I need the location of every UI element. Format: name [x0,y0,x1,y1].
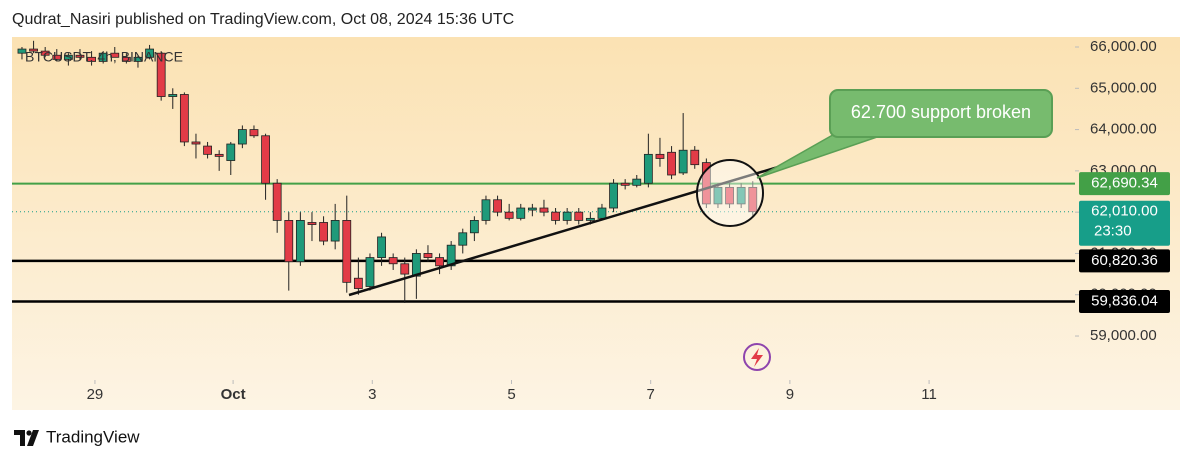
symbol-label: BTCUSDT, 4h, BINANCE [25,49,183,65]
candle-body [516,207,526,219]
y-tick-label: 66,000.00 [1090,38,1157,55]
candle-body [342,220,352,283]
candle-body [388,257,398,265]
candle-body [63,54,73,60]
lightning-icon [743,343,771,371]
footer-brand: TradingView [46,427,140,446]
candle-body [701,162,711,205]
candle-body [29,48,38,52]
x-tick-label: 5 [507,386,515,403]
candle-body [214,153,224,157]
level-tag [1079,249,1170,273]
level-tag-label: 62,690.34 [1091,175,1158,192]
candle-body [597,207,607,219]
candle-body [272,182,282,221]
countdown-label: 23:30 [1094,223,1132,240]
x-tick-label: 7 [647,386,655,403]
y-tick-label: 64,000.00 [1090,121,1157,138]
candle-body [643,153,653,184]
candle-body [446,244,456,267]
candle-body [98,52,108,62]
candle-body [481,199,491,221]
candle-body [17,48,27,54]
candle-body [562,211,572,221]
candle-body [319,222,328,242]
candle-body [527,207,537,211]
candle-body [110,52,120,58]
candle-body [551,211,560,221]
current-price-label: 62,010.00 [1091,203,1158,220]
candle-body [353,277,363,289]
candle-body [411,253,421,277]
current-price-tag [1079,200,1170,246]
candle-body [75,54,85,58]
candle-body [237,129,247,145]
level-tag-label: 60,820.36 [1091,252,1158,269]
candle-body [458,232,468,246]
candle-body [736,186,746,205]
candle-body [295,220,305,263]
candle-body [307,222,317,225]
candle-body [678,149,688,174]
candle-body [52,54,62,60]
candle-body [435,257,444,267]
x-tick-label: 9 [786,386,794,403]
candle-body [261,135,270,184]
candle-body [632,178,642,186]
candle-body [504,211,514,219]
candle-body [748,186,758,213]
x-tick-label: Oct [221,386,246,403]
candle-body [121,56,131,62]
candle-body [284,220,294,263]
footer-logo [14,430,39,446]
candle-body [168,94,178,97]
trend-line [348,148,836,297]
x-tick-label: 3 [368,386,376,403]
candle-body [585,217,595,221]
candle-body [179,94,189,143]
candle-body [713,186,723,205]
candle-body [655,153,665,159]
level-tag-label: 59,836.04 [1091,292,1158,309]
level-tag [1079,172,1170,196]
candle-body [574,211,584,221]
candle-body [226,143,236,161]
callout-text: 62.700 support broken [851,102,1031,122]
candle-body [87,56,96,62]
candle-body [469,220,479,234]
candle-body [609,182,618,209]
highlight-circle [696,159,764,227]
candle-body [203,145,212,155]
publish-info: Qudrat_Nasiri published on TradingView.c… [12,11,514,28]
candle-body [191,141,201,145]
candle-body [493,199,502,213]
callout-box [829,89,1053,138]
candle-body [249,129,259,137]
candle-body [145,48,154,58]
candle-body [365,257,375,287]
candle-body [330,220,340,242]
candle-body [539,207,549,213]
candle-body [156,52,166,97]
candle-body [423,253,433,258]
candle-body [377,236,386,258]
y-tick-label: 59,000.00 [1090,327,1157,344]
candle-body [725,186,734,205]
y-tick-label: 65,000.00 [1090,79,1157,96]
candle-body [620,182,630,186]
x-tick-label: 11 [921,386,937,403]
level-tag [1079,290,1170,314]
candle-body [667,151,676,176]
candle-body [133,56,143,62]
candle-body [690,149,700,166]
x-tick-label: 29 [87,386,104,403]
candle-body [400,263,410,275]
candle-body [40,50,50,56]
